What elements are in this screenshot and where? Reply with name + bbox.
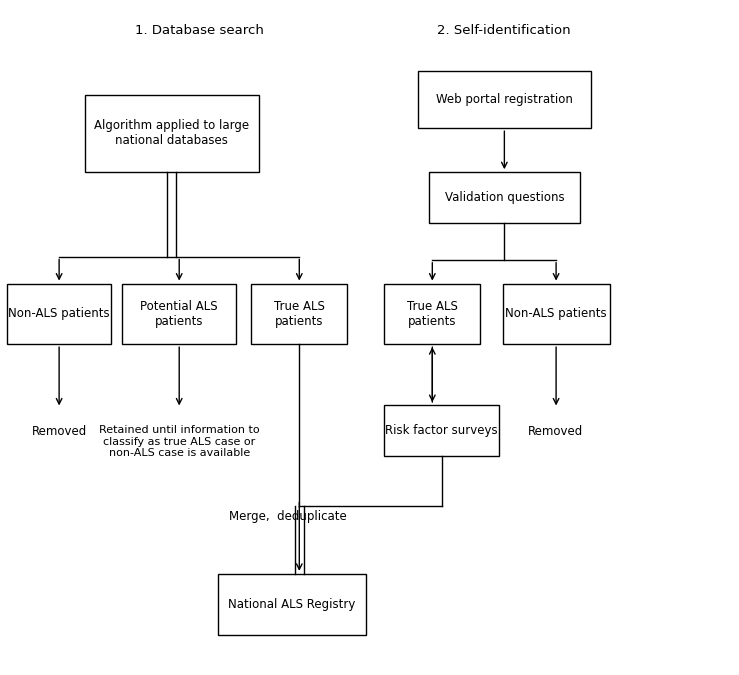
Text: Potential ALS
patients: Potential ALS patients bbox=[140, 300, 218, 328]
Text: Non-ALS patients: Non-ALS patients bbox=[505, 307, 607, 321]
Text: 1. Database search: 1. Database search bbox=[135, 24, 264, 37]
Text: Web portal registration: Web portal registration bbox=[436, 93, 573, 106]
Text: 2. Self-identification: 2. Self-identification bbox=[437, 24, 571, 37]
Text: National ALS Registry: National ALS Registry bbox=[228, 597, 355, 611]
FancyBboxPatch shape bbox=[384, 405, 499, 456]
Text: Non-ALS patients: Non-ALS patients bbox=[8, 307, 110, 321]
FancyBboxPatch shape bbox=[503, 284, 610, 344]
Text: Retained until information to
classify as true ALS case or
non-ALS case is avail: Retained until information to classify a… bbox=[99, 425, 260, 458]
Text: True ALS
patients: True ALS patients bbox=[407, 300, 457, 328]
Text: Validation questions: Validation questions bbox=[445, 191, 564, 204]
FancyBboxPatch shape bbox=[7, 284, 111, 344]
Text: Removed: Removed bbox=[528, 425, 583, 438]
Text: Merge,  deduplicate: Merge, deduplicate bbox=[229, 510, 347, 522]
FancyBboxPatch shape bbox=[429, 172, 580, 223]
FancyBboxPatch shape bbox=[218, 574, 366, 634]
Text: Risk factor surveys: Risk factor surveys bbox=[385, 424, 498, 437]
FancyBboxPatch shape bbox=[85, 95, 259, 172]
Text: True ALS
patients: True ALS patients bbox=[274, 300, 324, 328]
FancyBboxPatch shape bbox=[122, 284, 236, 344]
Text: Removed: Removed bbox=[32, 425, 86, 438]
Text: Algorithm applied to large
national databases: Algorithm applied to large national data… bbox=[95, 119, 249, 147]
FancyBboxPatch shape bbox=[251, 284, 347, 344]
FancyBboxPatch shape bbox=[418, 71, 591, 128]
FancyBboxPatch shape bbox=[384, 284, 480, 344]
